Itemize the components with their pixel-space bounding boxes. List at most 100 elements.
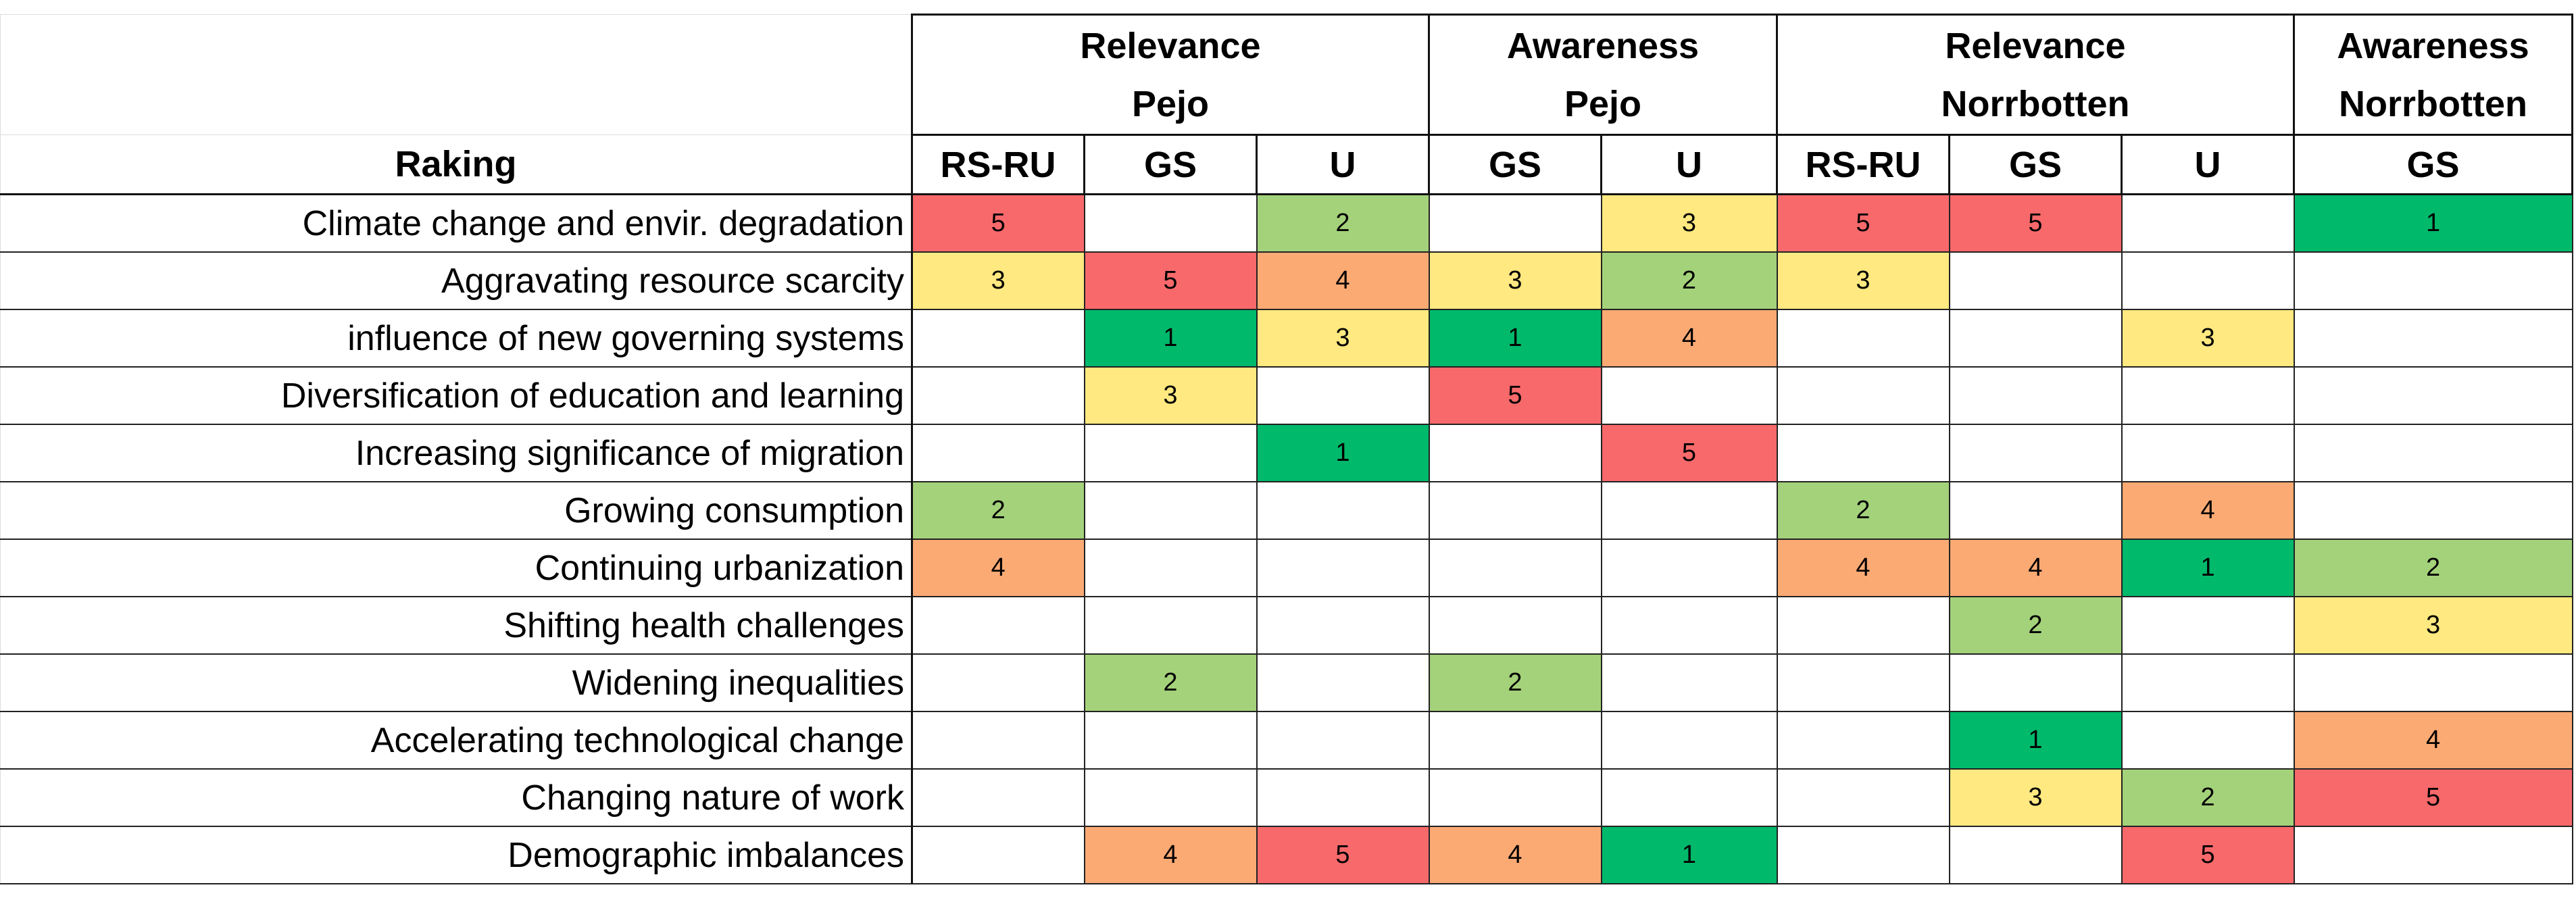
rank-cell: 4 — [1428, 826, 1602, 884]
row-label: Changing nature of work — [0, 768, 913, 827]
empty-cell — [1083, 193, 1258, 253]
rank-cell: 4 — [1776, 539, 1950, 597]
empty-cell — [1256, 366, 1430, 425]
empty-cell — [2121, 193, 2295, 253]
row-label: Accelerating technological change — [0, 711, 913, 770]
rank-cell: 3 — [1256, 309, 1430, 368]
row-label: Continuing urbanization — [0, 539, 913, 597]
empty-cell — [1256, 539, 1430, 597]
subheader: GS — [1428, 134, 1602, 195]
rank-cell: 2 — [1776, 481, 1950, 540]
rank-cell: 3 — [911, 251, 1085, 310]
empty-cell — [1428, 768, 1602, 827]
empty-cell — [1083, 768, 1258, 827]
empty-cell — [911, 826, 1085, 884]
rank-cell: 2 — [2121, 768, 2295, 827]
rank-cell: 1 — [1948, 711, 2123, 770]
row-label: Diversification of education and learnin… — [0, 366, 913, 425]
group-header-line: Awareness — [1506, 25, 1700, 66]
rank-cell: 1 — [2293, 193, 2573, 253]
subheader: RS-RU — [911, 134, 1085, 195]
data-row: Diversification of education and learnin… — [0, 366, 2573, 425]
rank-cell: 3 — [1600, 193, 1778, 253]
empty-cell — [1776, 309, 1950, 368]
data-row: Widening inequalities 2 2 — [0, 653, 2573, 712]
empty-cell — [1776, 711, 1950, 770]
rank-cell: 5 — [1428, 366, 1602, 425]
subheader: U — [1256, 134, 1430, 195]
rank-cell: 5 — [911, 193, 1085, 253]
empty-cell — [1256, 481, 1430, 540]
rank-cell: 2 — [1256, 193, 1430, 253]
empty-cell — [911, 424, 1085, 482]
rank-cell: 3 — [1948, 768, 2123, 827]
empty-cell — [2121, 424, 2295, 482]
rank-cell: 2 — [1600, 251, 1778, 310]
rank-cell: 1 — [1600, 826, 1778, 884]
empty-cell — [1948, 366, 2123, 425]
empty-cell — [2293, 251, 2573, 310]
rank-cell: 5 — [1948, 193, 2123, 253]
rank-cell: 4 — [2121, 481, 2295, 540]
table-container: Relevance Pejo Awareness Pejo Relevance Norrb… — [0, 14, 2574, 884]
data-row: Aggravating resource scarcity 3 5 4 3 2 3 — [0, 251, 2573, 310]
data-row: Growing consumption 2 2 4 — [0, 481, 2573, 540]
rank-cell: 5 — [2293, 768, 2573, 827]
row-label: Shifting health challenges — [0, 596, 913, 655]
rank-cell: 4 — [911, 539, 1085, 597]
group-header-line: Relevance — [1080, 25, 1261, 66]
empty-cell — [2293, 366, 2573, 425]
empty-cell — [1256, 711, 1430, 770]
rank-cell: 3 — [2121, 309, 2295, 368]
empty-cell — [1083, 481, 1258, 540]
data-row: Shifting health challenges 2 3 — [0, 596, 2573, 655]
rank-cell: 4 — [1948, 539, 2123, 597]
rank-cell: 3 — [1776, 251, 1950, 310]
row-label: Growing consumption — [0, 481, 913, 540]
subheader: U — [1600, 134, 1778, 195]
rank-cell: 3 — [2293, 596, 2573, 655]
group-header: Awareness Norrbotten — [2293, 14, 2574, 136]
empty-cell — [1600, 768, 1778, 827]
data-row: Continuing urbanization 4 4 4 1 2 — [0, 539, 2573, 597]
empty-cell — [1428, 481, 1602, 540]
row-label: Aggravating resource scarcity — [0, 251, 913, 310]
rank-cell: 4 — [1256, 251, 1430, 310]
empty-cell — [1948, 309, 2123, 368]
group-header: Relevance Pejo — [911, 14, 1430, 136]
empty-cell — [911, 596, 1085, 655]
empty-cell — [1600, 711, 1778, 770]
empty-cell — [1083, 596, 1258, 655]
group-header: Relevance Norrbotten — [1775, 14, 2296, 136]
empty-cell — [1776, 653, 1950, 712]
rank-cell: 5 — [1776, 193, 1950, 253]
rank-cell: 5 — [1083, 251, 1258, 310]
empty-cell — [1428, 596, 1602, 655]
group-header-row: Relevance Pejo Awareness Pejo Relevance Norrb… — [0, 14, 2574, 136]
data-row: Changing nature of work 3 2 5 — [0, 768, 2573, 827]
group-header: Awareness Pejo — [1428, 14, 1778, 136]
empty-cell — [911, 653, 1085, 712]
row-label: Climate change and envir. degradation — [0, 193, 913, 253]
empty-cell — [1948, 826, 2123, 884]
empty-cell — [1428, 711, 1602, 770]
rank-cell: 5 — [1600, 424, 1778, 482]
empty-cell — [1600, 539, 1778, 597]
empty-cell — [2121, 366, 2295, 425]
empty-cell — [2293, 653, 2573, 712]
empty-cell — [1256, 596, 1430, 655]
empty-cell — [1428, 424, 1602, 482]
empty-cell — [2293, 309, 2573, 368]
subheader: GS — [1083, 134, 1258, 195]
rank-cell: 1 — [1428, 309, 1602, 368]
empty-cell — [1600, 366, 1778, 425]
empty-cell — [1600, 596, 1778, 655]
empty-cell — [1776, 424, 1950, 482]
data-row: Demographic imbalances 4 5 4 1 5 — [0, 826, 2573, 884]
empty-cell — [2293, 481, 2573, 540]
empty-cell — [1083, 539, 1258, 597]
empty-cell — [911, 711, 1085, 770]
empty-cell — [1948, 251, 2123, 310]
subheader: U — [2120, 134, 2296, 195]
empty-cell — [1776, 366, 1950, 425]
